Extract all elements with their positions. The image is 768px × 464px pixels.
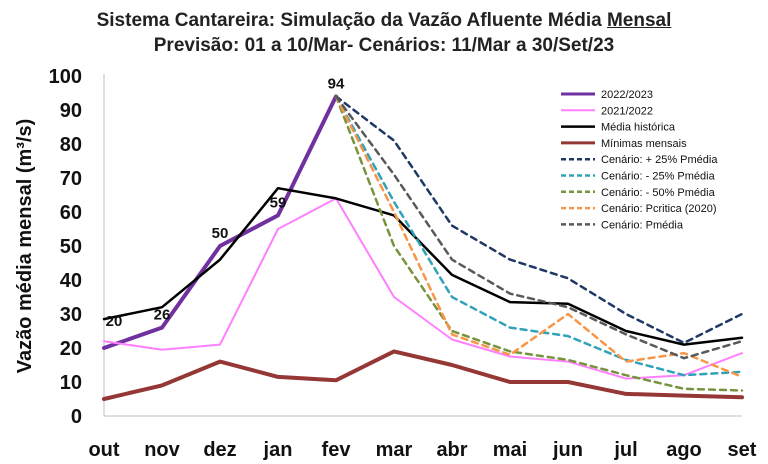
y-tick-label: 40 bbox=[60, 270, 82, 292]
legend-label: 2021/2022 bbox=[601, 105, 653, 117]
x-tick-label: jan bbox=[263, 439, 293, 461]
y-tick-label: 70 bbox=[60, 168, 82, 190]
series-line bbox=[334, 95, 744, 360]
chart-title-underlined: Mensal bbox=[606, 10, 672, 31]
chart-title: Sistema Cantareira: Simulação da Vazão A… bbox=[0, 8, 768, 58]
y-tick-label: 30 bbox=[60, 304, 82, 326]
y-axis-label: Vazão média mensal (m³/s) bbox=[14, 119, 36, 374]
series-line bbox=[334, 95, 744, 345]
data-label: 59 bbox=[270, 194, 287, 211]
legend-label: Cenário: - 50% Pmédia bbox=[601, 187, 716, 199]
chart-series bbox=[102, 94, 744, 401]
x-tick-label: out bbox=[88, 439, 119, 461]
legend-label: 2022/2023 bbox=[601, 89, 653, 101]
legend-label: Cenário: Pcritica (2020) bbox=[601, 203, 717, 215]
y-tick-label: 60 bbox=[60, 202, 82, 224]
data-label: 94 bbox=[328, 75, 345, 92]
legend-label: Mínimas mensais bbox=[601, 138, 687, 150]
x-tick-label: abr bbox=[436, 439, 467, 461]
data-label: 26 bbox=[154, 307, 171, 324]
legend-label: Cenário: Pmédia bbox=[601, 219, 684, 231]
y-tick-label: 20 bbox=[60, 338, 82, 360]
chart-legend: 2022/2023 2021/2022 Média histórica Mínimas… bbox=[561, 89, 718, 231]
series-line bbox=[102, 94, 338, 350]
y-tick-label: 0 bbox=[71, 406, 82, 428]
x-tick-label: dez bbox=[203, 439, 236, 461]
y-tick-label: 50 bbox=[60, 236, 82, 258]
y-tick-label: 80 bbox=[60, 134, 82, 156]
chart-title-line1: Sistema Cantareira: Simulação da Vazão A… bbox=[96, 10, 672, 31]
chart-subtitle: Previsão: 01 a 10/Mar- Cenários: 11/Mar … bbox=[153, 35, 615, 56]
x-tick-label: jun bbox=[552, 439, 583, 461]
x-tick-label: mar bbox=[376, 439, 413, 461]
legend-label: Média histórica bbox=[601, 122, 676, 134]
y-tick-label: 90 bbox=[60, 100, 82, 122]
chart-axes: 0 10 20 30 40 50 60 70 80 90 100 out nov dez jan fev mar… bbox=[14, 66, 757, 461]
y-tick-label: 10 bbox=[60, 372, 82, 394]
x-tick-label: fev bbox=[322, 439, 352, 461]
series-line bbox=[102, 186, 744, 346]
data-label: 50 bbox=[212, 225, 229, 242]
legend-label: Cenário: + 25% Pmédia bbox=[601, 154, 718, 166]
x-tick-label: ago bbox=[666, 439, 702, 461]
x-tick-label: nov bbox=[144, 439, 180, 461]
data-label: 20 bbox=[106, 313, 123, 330]
chart-data-labels: 20 26 50 59 94 bbox=[106, 75, 345, 330]
y-tick-label: 100 bbox=[49, 66, 82, 88]
series-line bbox=[334, 95, 744, 392]
series-line bbox=[334, 95, 744, 377]
x-tick-label: mai bbox=[493, 439, 527, 461]
series-line bbox=[102, 349, 744, 401]
x-tick-label: set bbox=[728, 439, 757, 461]
legend-label: Cenário: - 25% Pmédia bbox=[601, 171, 716, 183]
x-tick-label: jul bbox=[613, 439, 637, 461]
